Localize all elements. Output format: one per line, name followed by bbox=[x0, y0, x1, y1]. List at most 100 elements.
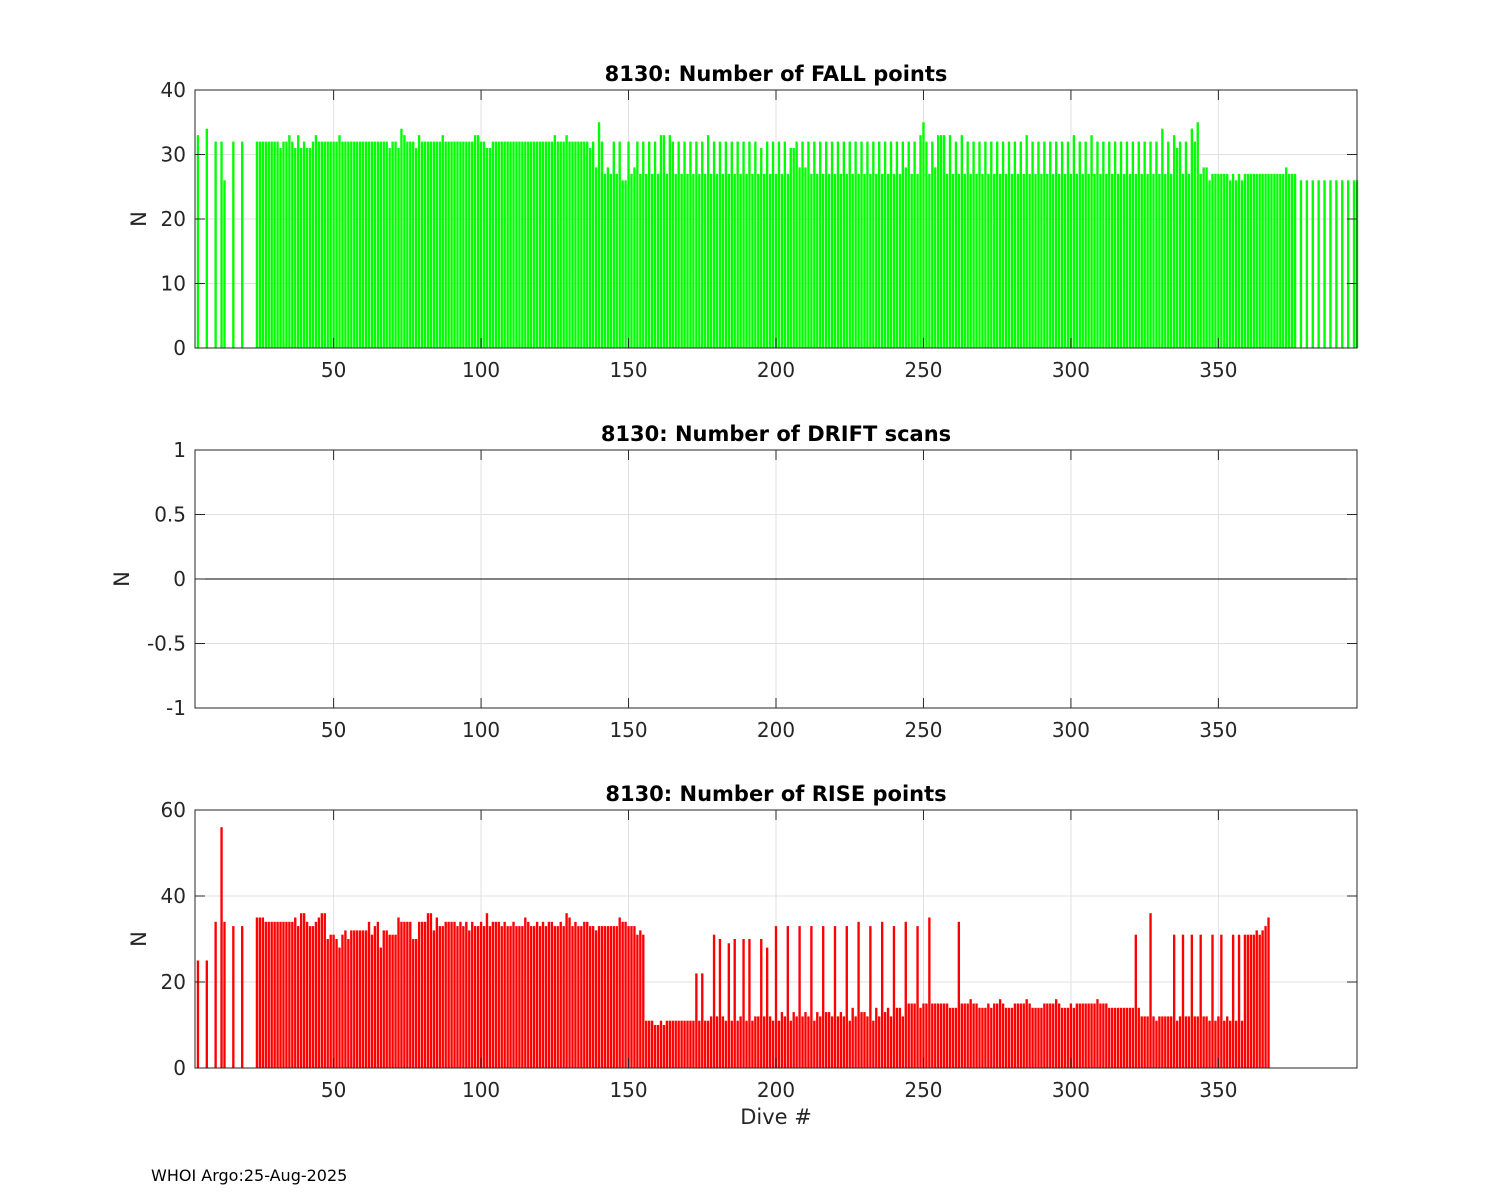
bar bbox=[633, 167, 636, 348]
bar bbox=[736, 141, 739, 348]
bar bbox=[1022, 1003, 1025, 1068]
bar bbox=[780, 1012, 784, 1068]
bar bbox=[503, 921, 506, 1068]
bar bbox=[541, 141, 545, 348]
bar bbox=[426, 913, 430, 1068]
bar bbox=[1090, 1003, 1093, 1068]
bar bbox=[397, 917, 400, 1068]
bar bbox=[406, 141, 409, 348]
bar bbox=[385, 930, 388, 1068]
bar bbox=[1069, 173, 1073, 348]
bar bbox=[1267, 917, 1270, 1068]
bar bbox=[1128, 1007, 1132, 1068]
bar bbox=[267, 921, 270, 1068]
bar bbox=[450, 921, 453, 1068]
bar bbox=[258, 917, 262, 1068]
bar bbox=[429, 141, 433, 348]
bar bbox=[409, 921, 412, 1068]
bar bbox=[928, 173, 931, 348]
bar bbox=[957, 173, 961, 348]
bar bbox=[574, 921, 577, 1068]
bar bbox=[907, 1003, 910, 1068]
bar bbox=[358, 930, 362, 1068]
bar bbox=[474, 926, 477, 1068]
bar bbox=[1258, 934, 1261, 1068]
bar bbox=[1087, 173, 1090, 348]
x-tick-label: 300 bbox=[1052, 358, 1090, 382]
bar bbox=[609, 926, 613, 1068]
bar bbox=[506, 926, 509, 1068]
bar bbox=[718, 141, 722, 348]
bar bbox=[438, 141, 441, 348]
bar bbox=[783, 141, 787, 348]
bar bbox=[671, 141, 674, 348]
bar bbox=[415, 148, 418, 348]
bar bbox=[692, 1020, 695, 1068]
bar bbox=[960, 1003, 963, 1068]
bar bbox=[1285, 167, 1288, 348]
bar bbox=[1199, 173, 1202, 348]
bar bbox=[822, 173, 825, 348]
bar bbox=[889, 141, 893, 348]
bar bbox=[913, 1003, 916, 1068]
bar bbox=[1226, 1016, 1229, 1068]
bar bbox=[863, 173, 866, 348]
bar bbox=[577, 141, 580, 348]
bar bbox=[934, 1003, 937, 1068]
bar bbox=[1208, 180, 1211, 348]
bar bbox=[302, 141, 306, 348]
bar bbox=[1037, 1007, 1040, 1068]
bar bbox=[220, 141, 223, 348]
bar bbox=[1205, 167, 1208, 348]
bar bbox=[1240, 180, 1244, 348]
bar bbox=[816, 1012, 819, 1068]
bar bbox=[721, 1016, 725, 1068]
bar bbox=[721, 173, 725, 348]
bar bbox=[341, 141, 344, 348]
bar bbox=[1249, 934, 1253, 1068]
bar bbox=[860, 141, 863, 348]
bar bbox=[768, 1016, 772, 1068]
bar bbox=[1025, 135, 1028, 348]
bar bbox=[777, 1020, 781, 1068]
bar bbox=[1140, 173, 1143, 348]
bar bbox=[476, 926, 480, 1068]
bar bbox=[942, 135, 946, 348]
bar bbox=[471, 921, 474, 1068]
bar bbox=[683, 141, 686, 348]
bar bbox=[1007, 141, 1011, 348]
bar bbox=[297, 135, 300, 348]
bar bbox=[857, 921, 860, 1068]
bar bbox=[373, 926, 377, 1068]
bar bbox=[1143, 1016, 1146, 1068]
bar bbox=[544, 141, 548, 348]
bar bbox=[503, 141, 506, 348]
bar bbox=[895, 141, 899, 348]
bar bbox=[1119, 1007, 1123, 1068]
bar bbox=[1205, 1016, 1208, 1068]
bar bbox=[975, 173, 978, 348]
bar bbox=[1090, 135, 1093, 348]
bar bbox=[807, 141, 810, 348]
bar bbox=[925, 1003, 928, 1068]
bar bbox=[904, 921, 907, 1068]
bar bbox=[951, 173, 955, 348]
bar bbox=[1293, 173, 1297, 348]
bar bbox=[1211, 173, 1214, 348]
bar bbox=[892, 173, 896, 348]
bar bbox=[308, 148, 312, 348]
bar bbox=[665, 173, 669, 348]
bar bbox=[329, 934, 332, 1068]
bar bbox=[996, 1003, 999, 1068]
x-tick-label: 200 bbox=[757, 358, 795, 382]
bar bbox=[314, 921, 318, 1068]
bar bbox=[394, 934, 397, 1068]
bar bbox=[1040, 173, 1043, 348]
bar bbox=[491, 921, 495, 1068]
bar bbox=[586, 921, 589, 1068]
bar bbox=[282, 141, 285, 348]
bar bbox=[715, 173, 719, 348]
bar bbox=[1170, 1016, 1173, 1068]
bar bbox=[412, 141, 415, 348]
